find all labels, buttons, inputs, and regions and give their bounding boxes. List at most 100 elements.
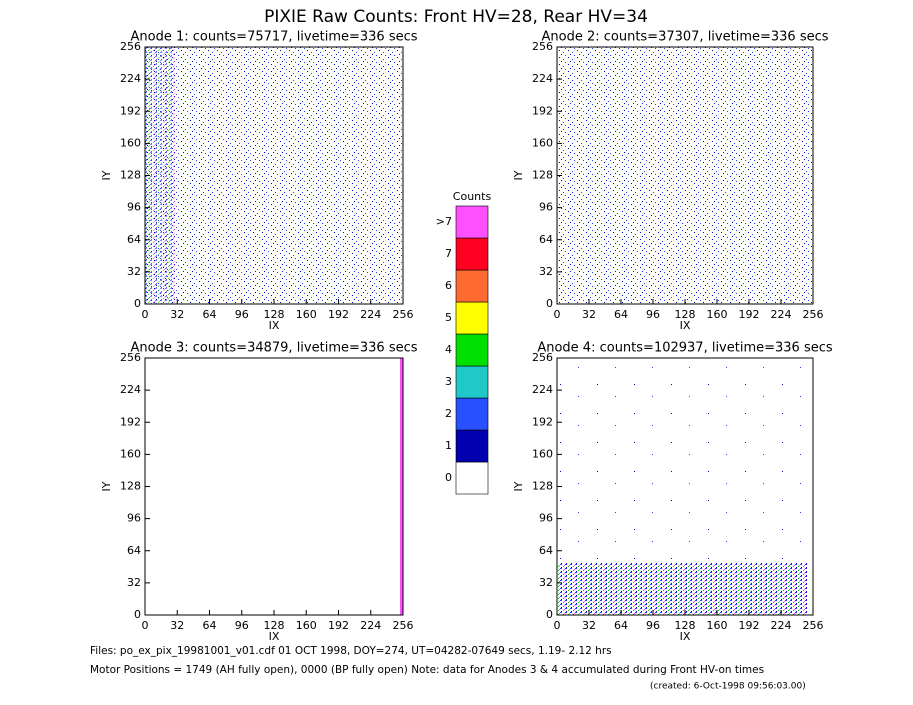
x-tick-label: 96 (235, 619, 249, 632)
y-tick-label: 128 (532, 169, 553, 182)
colorbar-swatch (455, 237, 489, 271)
y-tick-label: 192 (120, 415, 141, 428)
x-tick-label: 160 (296, 619, 317, 632)
panel-title: Anode 4: counts=102937, livetime=336 sec… (537, 341, 833, 356)
y-tick-label: 32 (127, 265, 141, 278)
x-tick-label: 0 (142, 308, 149, 321)
y-tick-label: 64 (127, 233, 141, 246)
y-tick-label: 224 (120, 72, 141, 85)
colorbar-label: >7 (436, 215, 452, 228)
x-axis-label: IX (269, 630, 280, 643)
colorbar-title: Counts (453, 190, 492, 203)
x-tick-label: 224 (360, 308, 381, 321)
y-axis-label: IY (100, 170, 113, 180)
colorbar-swatch (455, 461, 489, 495)
x-tick-label: 64 (614, 619, 628, 632)
colorbar-label: 6 (445, 279, 452, 292)
x-tick-label: 0 (554, 308, 561, 321)
colorbar-label: 3 (445, 375, 452, 388)
x-tick-label: 224 (771, 619, 792, 632)
y-tick-label: 0 (546, 608, 553, 621)
x-tick-label: 160 (707, 308, 728, 321)
y-tick-label: 256 (120, 40, 141, 53)
y-tick-label: 96 (539, 512, 553, 525)
x-tick-label: 128 (675, 308, 696, 321)
colorbar-label: 4 (445, 343, 452, 356)
x-tick-label: 256 (803, 308, 824, 321)
colorbar-swatch (455, 333, 489, 367)
x-tick-label: 64 (203, 308, 217, 321)
x-tick-label: 160 (296, 308, 317, 321)
x-tick-label: 32 (582, 308, 596, 321)
y-tick-label: 64 (539, 544, 553, 557)
texture (145, 47, 403, 304)
colorbar-swatch (455, 429, 489, 463)
colorbar-swatch (455, 397, 489, 431)
footer-created: (created: 6-Oct-1998 09:56:03.00) (650, 682, 806, 692)
y-axis-label: IY (100, 481, 113, 491)
x-tick-label: 96 (646, 308, 660, 321)
footer-motor: Motor Positions = 1749 (AH fully open), … (90, 664, 764, 676)
panel-title: Anode 3: counts=34879, livetime=336 secs (130, 341, 417, 356)
x-tick-label: 64 (614, 308, 628, 321)
y-tick-label: 0 (546, 297, 553, 310)
plot-frame (144, 357, 404, 616)
colorbar-swatch (455, 365, 489, 399)
colorbar-label: 0 (445, 471, 452, 484)
texture (557, 563, 807, 615)
y-tick-label: 224 (532, 383, 553, 396)
x-tick-label: 96 (646, 619, 660, 632)
y-tick-label: 32 (539, 576, 553, 589)
x-tick-label: 192 (328, 308, 349, 321)
texture (557, 47, 813, 304)
y-axis-label: IY (512, 481, 525, 491)
x-tick-label: 224 (771, 308, 792, 321)
x-tick-label: 128 (264, 308, 285, 321)
colorbar-swatch (455, 205, 489, 239)
x-tick-label: 256 (393, 619, 414, 632)
y-tick-label: 64 (127, 544, 141, 557)
y-tick-label: 32 (539, 265, 553, 278)
y-tick-label: 128 (532, 480, 553, 493)
footer-files: Files: po_ex_pix_19981001_v01.cdf 01 OCT… (90, 645, 612, 657)
y-tick-label: 64 (539, 233, 553, 246)
x-tick-label: 256 (393, 308, 414, 321)
y-tick-label: 128 (120, 169, 141, 182)
texture (557, 358, 813, 563)
y-tick-label: 0 (134, 297, 141, 310)
colorbar-swatch (455, 269, 489, 303)
y-tick-label: 256 (120, 351, 141, 364)
colorbar-label: 7 (445, 247, 452, 260)
y-tick-label: 96 (539, 201, 553, 214)
colorbar-label: 5 (445, 311, 452, 324)
x-tick-label: 0 (554, 619, 561, 632)
panel-title: Anode 2: counts=37307, livetime=336 secs (541, 30, 828, 45)
x-axis-label: IX (680, 630, 691, 643)
y-tick-label: 0 (134, 608, 141, 621)
y-tick-label: 192 (120, 104, 141, 117)
y-tick-label: 32 (127, 576, 141, 589)
x-tick-label: 32 (170, 619, 184, 632)
y-tick-label: 256 (532, 351, 553, 364)
x-tick-label: 192 (328, 619, 349, 632)
y-axis-label: IY (512, 170, 525, 180)
x-tick-label: 224 (360, 619, 381, 632)
y-tick-label: 96 (127, 512, 141, 525)
x-tick-label: 32 (170, 308, 184, 321)
colorbar-swatch (455, 301, 489, 335)
page-title: PIXIE Raw Counts: Front HV=28, Rear HV=3… (264, 7, 648, 27)
colorbar-label: 1 (445, 439, 452, 452)
y-tick-label: 160 (120, 447, 141, 460)
panel-title: Anode 1: counts=75717, livetime=336 secs (130, 30, 417, 45)
texture (400, 358, 403, 615)
x-axis-label: IX (269, 319, 280, 332)
y-tick-label: 192 (532, 415, 553, 428)
x-tick-label: 64 (203, 619, 217, 632)
x-tick-label: 192 (739, 619, 760, 632)
x-tick-label: 192 (739, 308, 760, 321)
x-tick-label: 160 (707, 619, 728, 632)
x-tick-label: 128 (675, 619, 696, 632)
y-tick-label: 160 (532, 136, 553, 149)
y-tick-label: 160 (532, 447, 553, 460)
